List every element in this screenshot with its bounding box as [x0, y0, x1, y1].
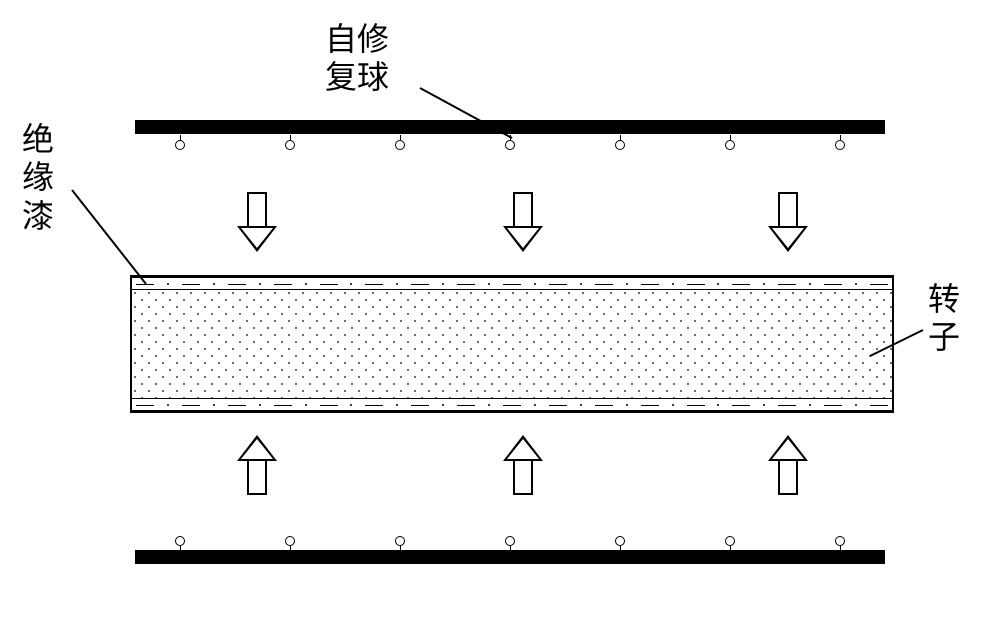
arrow-up: [776, 435, 800, 495]
label-rotor: 转 子: [928, 280, 962, 357]
arrow-down: [776, 192, 800, 252]
repair-ball: [835, 140, 845, 150]
bottom-bar: [135, 550, 885, 564]
top-bar: [135, 120, 885, 134]
insulating-coating-bottom: [132, 398, 892, 411]
repair-ball: [395, 140, 405, 150]
repair-ball: [725, 140, 735, 150]
schematic-diagram: 自修 复球 绝 缘 漆 转 子: [20, 20, 980, 603]
repair-ball: [615, 140, 625, 150]
top-arrow-group: [245, 192, 800, 252]
repair-ball: [835, 536, 845, 546]
repair-ball: [285, 140, 295, 150]
rotor-assembly: [130, 275, 894, 413]
arrow-down: [245, 192, 269, 252]
rotor-body: [132, 290, 892, 398]
arrow-down: [511, 192, 535, 252]
repair-ball: [725, 536, 735, 546]
repair-ball: [395, 536, 405, 546]
repair-ball: [285, 536, 295, 546]
repair-ball: [175, 536, 185, 546]
bottom-ball-row: [175, 536, 845, 546]
insulating-coating-top: [132, 277, 892, 290]
arrow-up: [511, 435, 535, 495]
top-ball-row: [175, 140, 845, 150]
repair-ball: [175, 140, 185, 150]
repair-ball: [505, 536, 515, 546]
arrow-up: [245, 435, 269, 495]
label-insulating-paint: 绝 缘 漆: [22, 120, 56, 235]
repair-ball: [505, 140, 515, 150]
repair-ball: [615, 536, 625, 546]
bottom-arrow-group: [245, 435, 800, 495]
